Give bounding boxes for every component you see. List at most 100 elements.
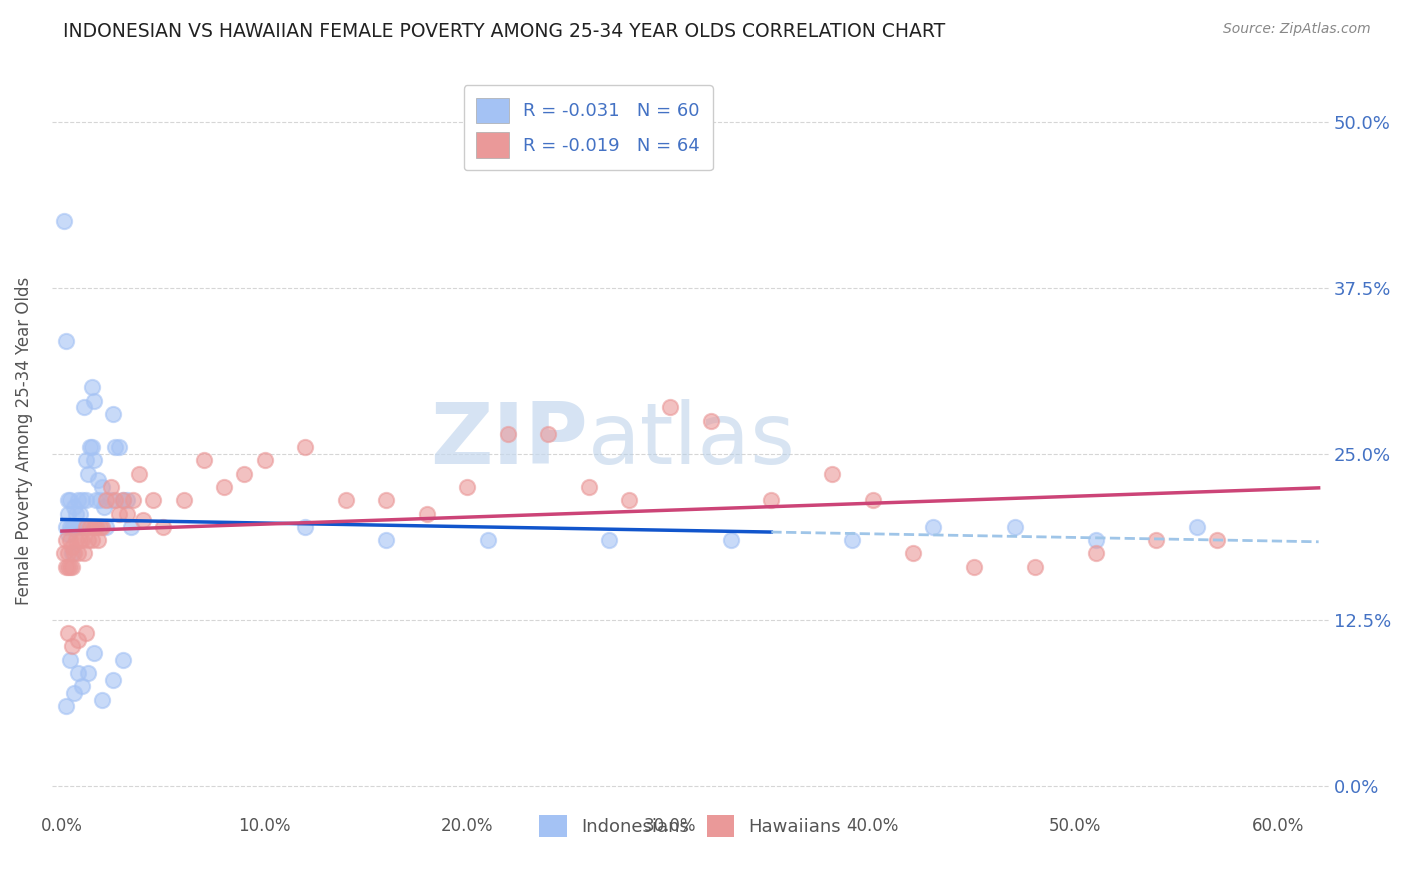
Point — [761, 493, 783, 508]
Point — [1024, 559, 1046, 574]
Point — [120, 520, 142, 534]
Point — [56, 559, 79, 574]
Point — [52, 214, 75, 228]
Point — [83, 393, 105, 408]
Point — [91, 480, 114, 494]
Point — [56, 493, 79, 508]
Point — [477, 533, 499, 548]
Point — [375, 493, 398, 508]
Point — [821, 467, 844, 481]
Point — [142, 493, 165, 508]
Point — [107, 507, 129, 521]
Point — [619, 493, 641, 508]
Point — [111, 493, 134, 508]
Point — [70, 520, 93, 534]
Point — [77, 666, 100, 681]
Point — [59, 533, 82, 548]
Point — [253, 453, 276, 467]
Point — [69, 507, 91, 521]
Point — [75, 493, 97, 508]
Point — [56, 507, 79, 521]
Point — [121, 493, 143, 508]
Point — [67, 493, 90, 508]
Point — [75, 520, 97, 534]
Point — [103, 493, 125, 508]
Point — [70, 533, 93, 548]
Point — [60, 546, 83, 560]
Point — [87, 474, 110, 488]
Point — [294, 440, 316, 454]
Point — [720, 533, 742, 548]
Point — [101, 407, 124, 421]
Point — [59, 493, 82, 508]
Point — [73, 546, 96, 560]
Point — [101, 673, 124, 687]
Point — [89, 520, 111, 534]
Point — [173, 493, 195, 508]
Legend: Indonesians, Hawaiians: Indonesians, Hawaiians — [533, 808, 848, 845]
Point — [100, 493, 122, 508]
Point — [65, 533, 87, 548]
Point — [75, 453, 97, 467]
Y-axis label: Female Poverty Among 25-34 Year Olds: Female Poverty Among 25-34 Year Olds — [15, 277, 32, 605]
Point — [416, 507, 439, 521]
Point — [456, 480, 478, 494]
Point — [699, 414, 721, 428]
Point — [59, 520, 82, 534]
Point — [103, 440, 125, 454]
Point — [82, 533, 104, 548]
Point — [1206, 533, 1229, 548]
Point — [862, 493, 884, 508]
Point — [89, 493, 111, 508]
Text: INDONESIAN VS HAWAIIAN FEMALE POVERTY AMONG 25-34 YEAR OLDS CORRELATION CHART: INDONESIAN VS HAWAIIAN FEMALE POVERTY AM… — [63, 22, 945, 41]
Point — [65, 507, 87, 521]
Point — [375, 533, 398, 548]
Point — [67, 546, 90, 560]
Point — [107, 440, 129, 454]
Point — [100, 480, 122, 494]
Point — [69, 533, 91, 548]
Point — [55, 533, 77, 548]
Point — [82, 380, 104, 394]
Point — [56, 546, 79, 560]
Point — [67, 520, 90, 534]
Point — [52, 546, 75, 560]
Point — [55, 559, 77, 574]
Point — [1146, 533, 1168, 548]
Point — [77, 533, 100, 548]
Point — [83, 646, 105, 660]
Point — [96, 520, 118, 534]
Point — [60, 540, 83, 554]
Point — [212, 480, 235, 494]
Point — [111, 493, 134, 508]
Point — [83, 520, 105, 534]
Point — [56, 626, 79, 640]
Point — [63, 686, 86, 700]
Point — [91, 520, 114, 534]
Point — [294, 520, 316, 534]
Point — [903, 546, 925, 560]
Point — [70, 679, 93, 693]
Point — [63, 500, 86, 514]
Point — [79, 440, 101, 454]
Point — [70, 493, 93, 508]
Point — [55, 520, 77, 534]
Point — [115, 493, 138, 508]
Point — [96, 493, 118, 508]
Point — [659, 401, 682, 415]
Point — [63, 520, 86, 534]
Point — [93, 500, 115, 514]
Point — [83, 453, 105, 467]
Point — [1004, 520, 1026, 534]
Point — [79, 520, 101, 534]
Point — [77, 467, 100, 481]
Point — [193, 453, 215, 467]
Text: ZIP: ZIP — [430, 399, 588, 482]
Point — [60, 559, 83, 574]
Point — [1084, 533, 1107, 548]
Point — [233, 467, 256, 481]
Point — [82, 440, 104, 454]
Point — [496, 426, 519, 441]
Point — [152, 520, 174, 534]
Point — [922, 520, 945, 534]
